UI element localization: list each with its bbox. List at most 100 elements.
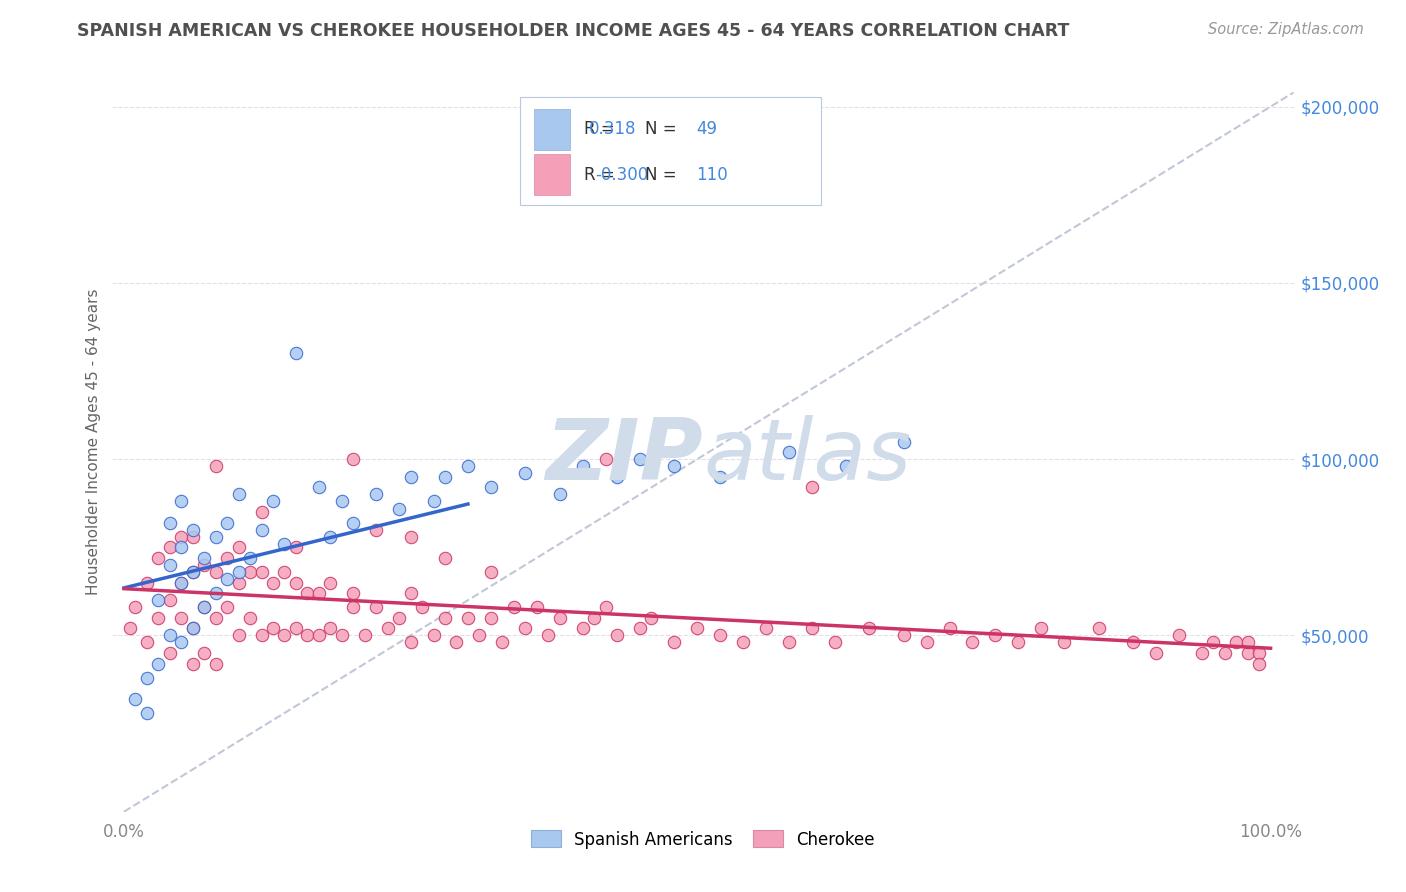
Point	[181, 523, 204, 537]
Point	[479, 611, 502, 625]
Point	[800, 621, 823, 635]
Point	[308, 628, 330, 642]
Point	[858, 621, 880, 635]
Point	[422, 494, 444, 508]
Point	[159, 541, 181, 555]
Point	[446, 635, 468, 649]
Point	[537, 628, 560, 642]
Point	[273, 537, 295, 551]
Point	[388, 501, 411, 516]
Point	[938, 621, 960, 635]
Point	[366, 523, 388, 537]
Point	[250, 565, 273, 579]
Point	[250, 628, 273, 642]
Point	[628, 621, 651, 635]
Point	[342, 600, 364, 615]
Point	[755, 621, 778, 635]
Point	[228, 575, 250, 590]
Point	[204, 530, 226, 544]
Point	[342, 452, 364, 467]
Point	[399, 530, 422, 544]
Point	[1249, 657, 1271, 671]
Point	[778, 445, 800, 459]
Point	[181, 621, 204, 635]
Point	[193, 550, 215, 565]
Point	[228, 565, 250, 579]
Point	[893, 434, 915, 449]
Point	[1122, 635, 1144, 649]
Text: 49: 49	[696, 120, 717, 138]
Point	[1191, 646, 1213, 660]
Point	[250, 523, 273, 537]
Y-axis label: Householder Income Ages 45 - 64 years: Householder Income Ages 45 - 64 years	[86, 288, 101, 595]
Legend: Spanish Americans, Cherokee: Spanish Americans, Cherokee	[524, 823, 882, 855]
Point	[135, 635, 157, 649]
Point	[330, 628, 353, 642]
Point	[319, 530, 342, 544]
Text: atlas: atlas	[703, 415, 911, 498]
Point	[583, 611, 606, 625]
Point	[342, 516, 364, 530]
Text: 0.318: 0.318	[589, 120, 637, 138]
Point	[399, 470, 422, 484]
Point	[170, 494, 193, 508]
FancyBboxPatch shape	[520, 97, 821, 204]
Point	[148, 611, 170, 625]
Point	[181, 565, 204, 579]
Point	[170, 611, 193, 625]
Point	[118, 621, 141, 635]
Point	[273, 628, 295, 642]
Point	[181, 530, 204, 544]
Point	[491, 635, 513, 649]
Point	[262, 621, 284, 635]
Point	[297, 628, 319, 642]
Text: R =: R =	[583, 166, 614, 184]
Point	[159, 558, 181, 572]
Point	[824, 635, 846, 649]
Point	[228, 628, 250, 642]
Point	[170, 575, 193, 590]
Point	[1236, 646, 1258, 660]
Point	[479, 565, 502, 579]
Point	[353, 628, 375, 642]
Point	[1167, 628, 1189, 642]
Point	[250, 505, 273, 519]
Bar	[534, 154, 569, 195]
Point	[962, 635, 984, 649]
Point	[217, 600, 239, 615]
Point	[330, 494, 353, 508]
Point	[135, 706, 157, 720]
Point	[548, 487, 571, 501]
Point	[193, 558, 215, 572]
Point	[606, 628, 628, 642]
Point	[170, 575, 193, 590]
Point	[181, 621, 204, 635]
Point	[170, 635, 193, 649]
Text: N =: N =	[645, 120, 676, 138]
Point	[1213, 646, 1236, 660]
Point	[366, 600, 388, 615]
Point	[595, 452, 617, 467]
Point	[664, 635, 686, 649]
Point	[1225, 635, 1247, 649]
Point	[733, 635, 755, 649]
Point	[239, 565, 262, 579]
Point	[319, 621, 342, 635]
Text: N =: N =	[645, 166, 676, 184]
Point	[800, 480, 823, 494]
Point	[1236, 635, 1258, 649]
Point	[159, 516, 181, 530]
Point	[284, 575, 307, 590]
Point	[835, 459, 858, 474]
Point	[204, 459, 226, 474]
Point	[571, 621, 593, 635]
Text: 110: 110	[696, 166, 728, 184]
Point	[181, 565, 204, 579]
Point	[628, 452, 651, 467]
Point	[284, 541, 307, 555]
Text: SPANISH AMERICAN VS CHEROKEE HOUSEHOLDER INCOME AGES 45 - 64 YEARS CORRELATION C: SPANISH AMERICAN VS CHEROKEE HOUSEHOLDER…	[77, 22, 1070, 40]
Text: ZIP: ZIP	[546, 415, 703, 498]
Point	[204, 586, 226, 600]
Point	[239, 550, 262, 565]
Point	[204, 611, 226, 625]
